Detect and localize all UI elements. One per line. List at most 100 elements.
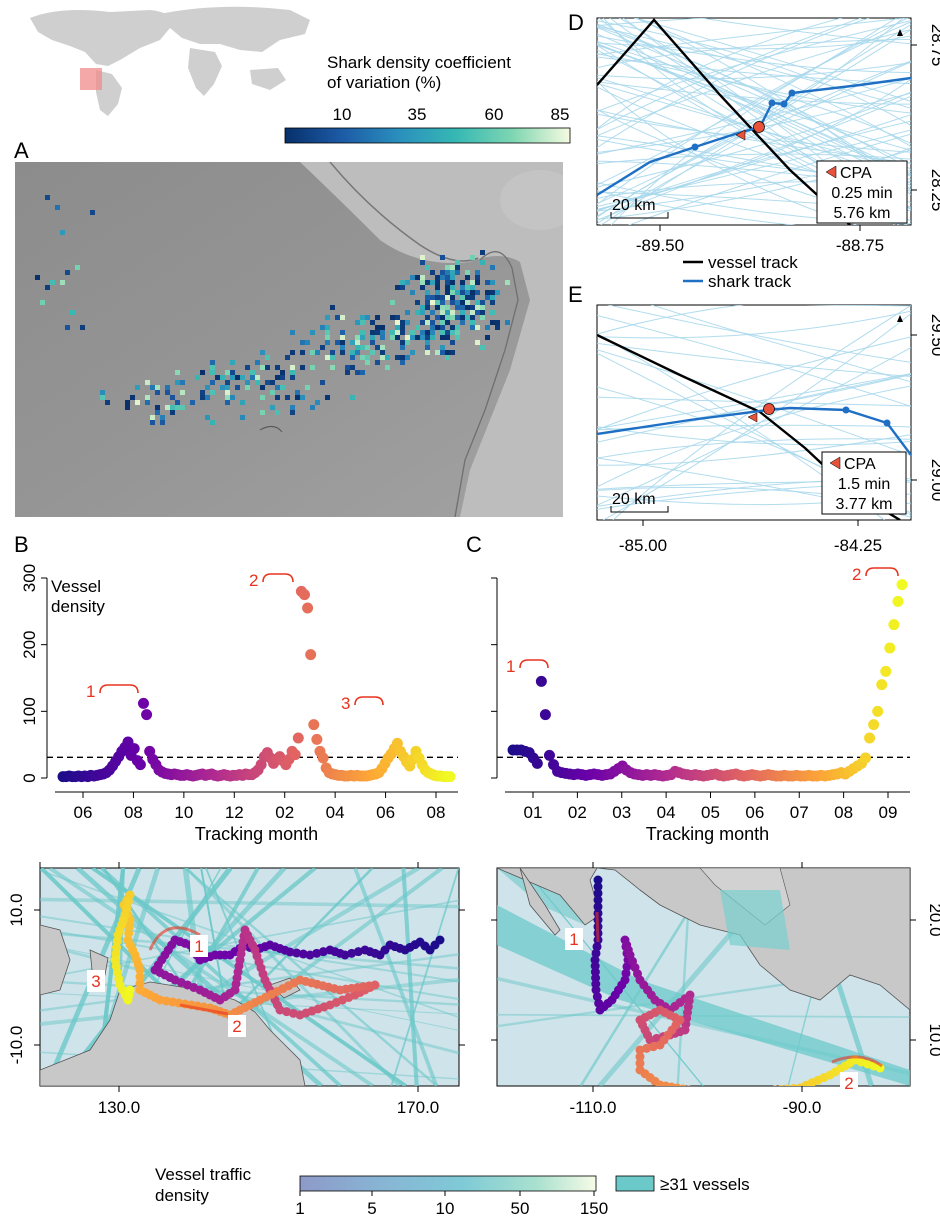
shark-cell [135, 385, 140, 390]
shark-legend-tick: 60 [485, 105, 504, 124]
shark-cell [490, 300, 495, 305]
vessel-trajectory [804, 305, 911, 307]
br-annot-2: 2 [840, 1072, 858, 1094]
density-point [864, 732, 876, 744]
vessel-colorbar [299, 1175, 597, 1192]
shark-cell [310, 365, 315, 370]
track-point [727, 1088, 736, 1097]
shark-cell [380, 325, 385, 330]
shark-cell [90, 210, 95, 215]
e-cpa-time: 1.5 min [838, 476, 890, 493]
shark-cell [360, 355, 365, 360]
shark-cell [450, 295, 455, 300]
shark-cell [405, 310, 410, 315]
shark-cell [465, 290, 470, 295]
shark-cell [260, 350, 265, 355]
e-cpa-label: CPA [844, 456, 876, 473]
shark-cell [405, 340, 410, 345]
shark-cell [375, 330, 380, 335]
shark-cell [355, 340, 360, 345]
shark-cell [180, 380, 185, 385]
shark-cell [475, 270, 480, 275]
track-point [772, 1085, 778, 1086]
shark-cell [290, 330, 295, 335]
shark-cell [405, 320, 410, 325]
shark-cell [130, 395, 135, 400]
shark-cell [340, 345, 345, 350]
shark-cell [55, 205, 60, 210]
shark-cell [450, 300, 455, 305]
track-point [739, 1088, 748, 1097]
y-tick-label: 200 [20, 630, 39, 658]
shark-cell [290, 370, 295, 375]
shark-cell [420, 275, 425, 280]
vessel-trajectory [609, 18, 911, 176]
shark-cell [340, 350, 345, 355]
panel-c-scatter: 01 02 03 04 05 06 07 08 09 Tracking month 1 2 [491, 565, 910, 844]
shark-cell [405, 355, 410, 360]
vessel-trajectory [597, 314, 911, 407]
shark-cell [190, 400, 195, 405]
vessel-trajectory [597, 18, 898, 186]
shark-cell [245, 385, 250, 390]
shark-cell [280, 385, 285, 390]
d-scale-bar: 20 km [612, 197, 656, 214]
panel-e-map: CPA 1.5 min 3.77 km 20 km -85.00 -84.25 … [596, 304, 940, 555]
shark-density-legend: Shark density coefficient of variation (… [284, 53, 571, 144]
shark-cell [360, 335, 365, 340]
shark-cell [450, 340, 455, 345]
shark-legend-ticks: 10 35 60 85 [333, 105, 570, 124]
shark-cell [315, 400, 320, 405]
shark-cell [430, 270, 435, 275]
shark-cell [175, 405, 180, 410]
vessel-trajectory [597, 153, 911, 165]
shark-cell [445, 305, 450, 310]
shark-cell [275, 375, 280, 380]
shark-cell [505, 280, 510, 285]
shark-cell [275, 365, 280, 370]
shark-cell [410, 290, 415, 295]
br-xtick-2: -90.0 [783, 1098, 822, 1117]
shipping-lane [40, 942, 459, 1055]
shark-cell [415, 310, 420, 315]
shark-cell [475, 280, 480, 285]
track-point [784, 1084, 791, 1086]
track-point [592, 942, 602, 952]
shark-cell [370, 350, 375, 355]
annotation-label: 1 [86, 682, 95, 701]
br-ytick-1: 20.0 [926, 903, 940, 936]
vessel-trajectory [597, 120, 911, 212]
shark-cell [345, 365, 350, 370]
shark-cell [505, 320, 510, 325]
shark-cell [300, 365, 305, 370]
d-cpa-label: CPA [840, 165, 872, 182]
shark-cell [335, 340, 340, 345]
shark-cell [400, 330, 405, 335]
shark-cell [345, 370, 350, 375]
shark-cell [425, 295, 430, 300]
vessel-trajectory [597, 305, 745, 335]
shark-cell [465, 275, 470, 280]
shark-colorbar [284, 127, 571, 144]
track-point [593, 895, 603, 905]
shark-cell [380, 355, 385, 360]
shark-cell [450, 310, 455, 315]
shark-cell [360, 315, 365, 320]
density-point [444, 771, 456, 783]
vessel-trajectory [597, 349, 911, 456]
vessel-trajectory [597, 336, 911, 431]
track-point [292, 948, 302, 958]
shark-cell [315, 350, 320, 355]
panel-d-map: CPA 0.25 min 5.76 km 20 km -89.50 -88.75… [596, 17, 940, 255]
shark-cell [265, 380, 270, 385]
shark-cell [355, 370, 360, 375]
shark-cell [125, 405, 130, 410]
shark-cell [230, 370, 235, 375]
shark-cell [50, 280, 55, 285]
shark-cell [355, 335, 360, 340]
bl-annot-1: 1 [190, 935, 208, 957]
x-tick-label: 06 [74, 803, 93, 822]
shark-cell [475, 300, 480, 305]
shark-cell [380, 335, 385, 340]
